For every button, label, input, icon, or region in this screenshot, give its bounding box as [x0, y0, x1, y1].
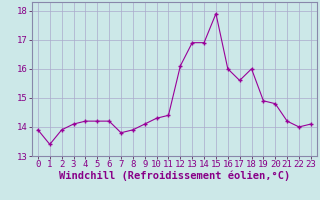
X-axis label: Windchill (Refroidissement éolien,°C): Windchill (Refroidissement éolien,°C) — [59, 171, 290, 181]
